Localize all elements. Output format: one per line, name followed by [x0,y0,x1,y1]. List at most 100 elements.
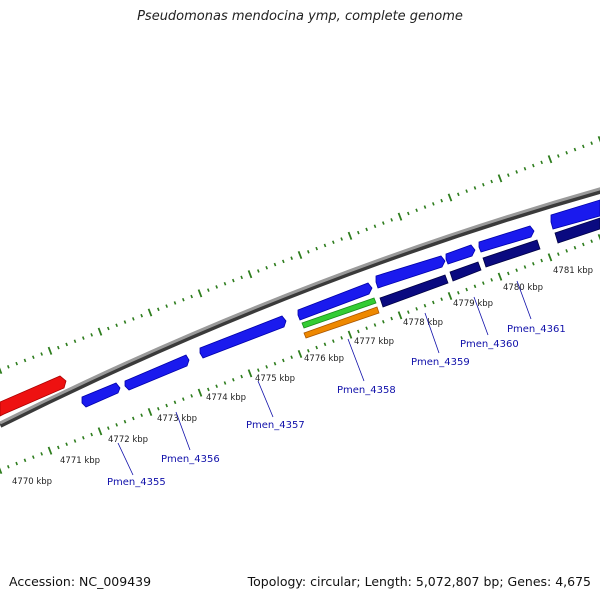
upper-tick [382,221,385,225]
upper-tick [590,141,593,145]
lower-tick [373,323,377,327]
gene-pmen-4361-rev [482,239,541,268]
upper-tick [432,202,435,206]
lower-tick [297,349,303,359]
lower-tick [282,358,285,363]
scale-label: 4774 kbp [206,393,246,403]
upper-tick [65,342,68,347]
scale-label: 4777 kbp [354,337,394,347]
upper-tick [173,301,177,305]
scale-labels: 4770 kbp 4771 kbp 4772 kbp 4773 kbp 4774 kbp… [12,266,593,487]
lower-tick-track [0,233,600,475]
lower-tick [223,381,227,385]
lower-tick [440,297,443,302]
lower-tick [273,361,277,366]
lower-tick [40,452,43,456]
upper-tick [582,144,585,149]
scale-label: 4780 kbp [503,283,543,293]
lower-tick [0,467,3,475]
gene-pmen-4360-fwd [445,244,476,265]
lower-tick [507,271,510,276]
lower-tick [215,384,218,389]
lower-tick [582,242,585,247]
upper-tick [482,182,485,187]
upper-tick [397,212,403,221]
gene-leader-line [347,338,365,382]
lower-tick [290,355,293,360]
lower-tick [240,374,243,379]
map-title: Pseudomonas mendocina ymp, complete geno… [137,9,463,24]
upper-tick [15,361,18,366]
lower-tick [23,458,27,463]
lower-tick [247,369,253,378]
lower-tick [232,377,235,382]
lower-tick [15,461,18,466]
upper-tick [123,320,127,324]
upper-tick [140,313,143,318]
upper-tick [182,297,185,302]
scale-label: 4779 kbp [453,299,493,309]
gene-pmen-4357 [199,315,287,359]
lower-tick [32,455,35,459]
upper-tick [340,237,343,241]
lower-tick [397,311,403,320]
scale-label: 4770 kbp [12,477,52,487]
gene-pmen-4361-fwd [478,225,535,253]
lower-tick [497,272,503,281]
lower-tick [197,388,203,397]
upper-tick [273,262,277,267]
upper-tick [240,275,243,280]
upper-tick [115,323,118,328]
lower-tick [432,300,435,305]
upper-tick [265,265,268,270]
upper-tick [473,186,477,190]
lower-tick [515,268,518,273]
upper-tick [290,256,293,260]
upper-tick [373,224,377,229]
upper-tick [207,288,210,292]
rna-feature-green [301,297,377,329]
upper-tick [332,240,335,245]
gene-label: Pmen_4361 [507,324,566,335]
lower-tick [482,281,485,285]
backbone-line [0,187,600,425]
lower-tick [90,432,93,437]
gene-pmen-4355 [81,382,121,408]
lower-tick [357,329,360,334]
lower-tick [315,345,318,350]
gene-leader-line [175,411,191,451]
scale-label: 4778 kbp [403,318,443,328]
upper-tick [190,294,193,299]
upper-tick [390,218,393,222]
upper-tick [282,259,285,264]
upper-tick [147,308,153,317]
lower-tick [82,435,85,440]
upper-tick [423,205,427,209]
upper-tick [497,174,503,183]
gene-pmen-4356 [124,354,190,391]
upper-tick [73,339,77,344]
upper-tick [257,269,260,273]
upper-tick [307,250,310,254]
upper-tick [565,150,568,155]
upper-tick [215,285,218,289]
scale-label: 4781 kbp [553,266,593,276]
scale-label: 4771 kbp [60,456,100,466]
gene-label: Pmen_4355 [107,477,166,488]
lower-tick [547,253,553,262]
upper-tick [465,189,468,193]
lower-tick [65,442,68,447]
lower-tick [182,397,185,401]
gene-pmen-4360-rev [449,261,482,282]
lower-tick [390,316,393,321]
gene-next-fwd [550,199,600,230]
gene-label: Pmen_4359 [411,357,470,368]
upper-tick [597,135,600,143]
scale-label: 4776 kbp [304,354,344,364]
gene-label: Pmen_4360 [460,339,519,350]
gene-pmen-4358-fwd [297,282,373,321]
upper-tick [573,147,577,152]
lower-tick [557,252,560,256]
accession-text: Accession: NC_009439 [9,574,152,589]
upper-tick [32,355,35,360]
